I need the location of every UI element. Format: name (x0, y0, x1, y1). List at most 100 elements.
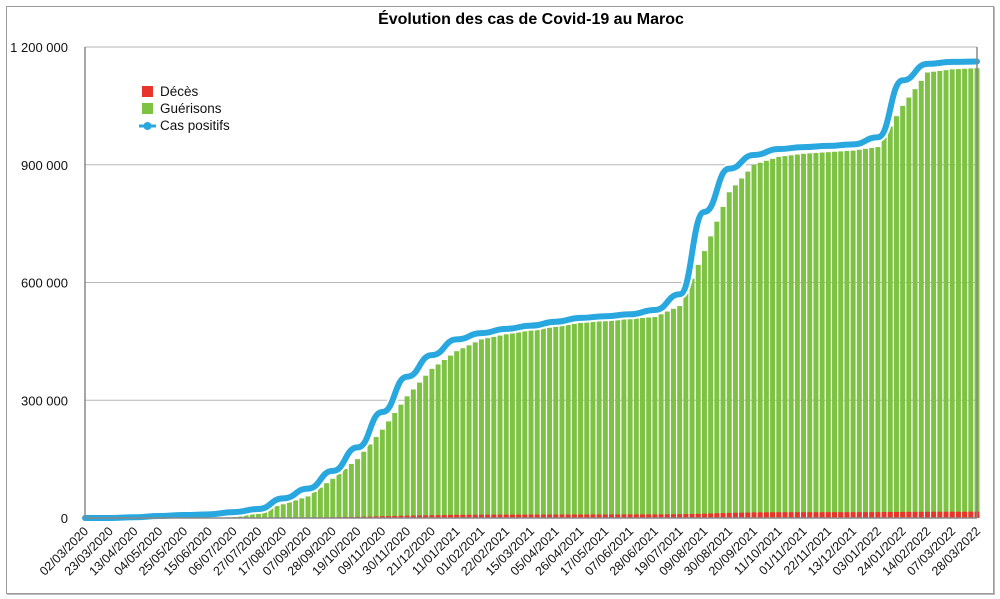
bar-deces (819, 512, 825, 518)
y-tick-label: 300 000 (21, 393, 68, 408)
bar-deces (615, 514, 621, 518)
bar-guerisons (596, 321, 602, 518)
point-cas-positifs (355, 444, 361, 450)
bar-deces (838, 512, 844, 518)
bar-guerisons (770, 158, 776, 519)
bar-deces (813, 512, 819, 518)
bar-guerisons (726, 192, 732, 518)
bar-deces (528, 514, 534, 518)
bar-guerisons (478, 339, 484, 518)
bar-deces (584, 514, 590, 518)
bar-deces (924, 511, 930, 518)
chart-title: Évolution des cas de Covid-19 au Maroc (378, 9, 684, 28)
bar-deces (751, 512, 757, 518)
bar-guerisons (342, 468, 348, 518)
bar-guerisons (615, 319, 621, 518)
bar-guerisons (776, 156, 782, 518)
bar-guerisons (571, 323, 577, 518)
bar-guerisons (949, 69, 955, 518)
bar-guerisons (509, 333, 515, 518)
bar-guerisons (299, 498, 305, 518)
bar-guerisons (807, 153, 813, 518)
bar-guerisons (367, 444, 373, 518)
bar-guerisons (962, 68, 968, 518)
bar-guerisons (801, 153, 807, 518)
bar-guerisons (262, 509, 268, 518)
bar-guerisons (856, 149, 862, 518)
bar-deces (794, 512, 800, 518)
bar-guerisons (955, 69, 961, 518)
bar-deces (516, 514, 522, 518)
bar-guerisons (578, 322, 584, 518)
bar-guerisons (838, 151, 844, 518)
bar-guerisons (788, 155, 794, 518)
bar-guerisons (255, 511, 261, 518)
bar-guerisons (640, 318, 645, 518)
bar-guerisons (825, 152, 831, 518)
chart-frame (6, 6, 994, 594)
bar-deces (807, 512, 813, 518)
bar-guerisons (330, 478, 336, 518)
bar-deces (955, 511, 961, 518)
bar-deces (968, 511, 974, 518)
bar-deces (720, 513, 726, 518)
point-cas-positifs (578, 315, 584, 321)
point-cas-positifs (553, 319, 559, 325)
bar-deces (578, 514, 584, 518)
bar-deces (646, 514, 652, 518)
bar-deces (652, 514, 658, 518)
bar-deces (714, 513, 720, 518)
bar-deces (893, 511, 899, 518)
legend-swatch-guerisons (142, 103, 153, 114)
bar-guerisons (503, 334, 509, 518)
bar-guerisons (472, 342, 478, 518)
point-cas-positifs (231, 509, 237, 515)
point-cas-positifs (206, 511, 212, 517)
point-cas-positifs (825, 143, 831, 149)
bar-guerisons (435, 364, 441, 518)
bar-guerisons (516, 332, 522, 518)
bar-deces (454, 514, 460, 518)
bar-guerisons (943, 70, 949, 518)
bar-deces (757, 512, 763, 518)
bar-guerisons (268, 507, 274, 518)
point-cas-positifs (602, 313, 608, 319)
bar-deces (565, 514, 571, 518)
bar-deces (832, 512, 838, 518)
bar-guerisons (695, 264, 701, 518)
bar-guerisons (491, 336, 497, 518)
y-tick-label: 900 000 (21, 158, 68, 173)
bar-guerisons (584, 322, 590, 518)
bar-deces (423, 515, 429, 518)
bar-guerisons (819, 152, 825, 518)
bar-guerisons (305, 496, 311, 518)
bar-guerisons (968, 68, 974, 518)
point-cas-positifs (726, 166, 732, 172)
point-cas-positifs (652, 307, 658, 313)
bar-guerisons (417, 382, 422, 518)
bar-guerisons (633, 318, 639, 518)
bar-deces (553, 514, 559, 518)
bar-deces (912, 511, 918, 518)
bar-guerisons (757, 162, 763, 518)
point-cas-positifs (503, 326, 509, 332)
bar-guerisons (553, 326, 559, 518)
bar-guerisons (732, 185, 738, 518)
bar-guerisons (379, 429, 385, 518)
bar-guerisons (590, 321, 596, 518)
bar-guerisons (528, 330, 534, 518)
point-cas-positifs (627, 311, 633, 317)
point-cas-positifs (875, 134, 881, 140)
bar-deces (664, 514, 670, 518)
bar-deces (478, 514, 484, 518)
bar-deces (863, 512, 868, 518)
point-cas-positifs (701, 209, 707, 215)
bar-guerisons (664, 311, 670, 518)
bar-guerisons (565, 324, 571, 518)
point-cas-positifs (404, 374, 410, 380)
bar-guerisons (317, 487, 323, 518)
bar-deces (441, 515, 447, 518)
legend-label-guerisons: Guérisons (160, 101, 222, 116)
bar-guerisons (540, 328, 546, 518)
bar-guerisons (627, 319, 633, 518)
